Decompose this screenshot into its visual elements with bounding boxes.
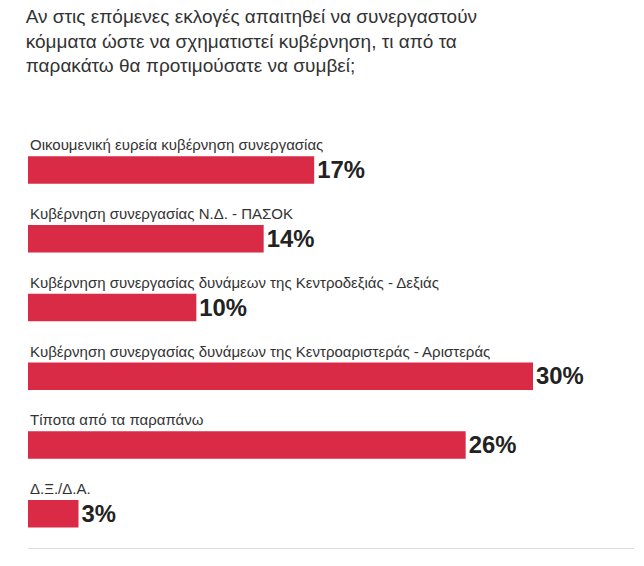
svg-text:Οικουμενική ευρεία κυβέρνηση σ: Οικουμενική ευρεία κυβέρνηση συνεργασίας [30,136,323,153]
svg-text:10%: 10% [199,294,247,321]
svg-text:Τίποτα από τα παραπάνω: Τίποτα από τα παραπάνω [30,411,204,428]
svg-text:14%: 14% [267,225,315,252]
svg-text:3%: 3% [81,500,115,527]
svg-text:Αν στις επόμενες εκλογές απαιτ: Αν στις επόμενες εκλογές απαιτηθεί να συ… [26,6,477,76]
svg-text:Κυβέρνηση συνεργασίας Ν.Δ. - Π: Κυβέρνηση συνεργασίας Ν.Δ. - ΠΑΣΟΚ [30,205,293,222]
svg-text:Κυβέρνηση συνεργασίας δυνάμεων: Κυβέρνηση συνεργασίας δυνάμεων της Κεντρ… [30,274,439,291]
svg-text:30%: 30% [536,362,584,389]
svg-text:26%: 26% [469,431,517,458]
svg-text:17%: 17% [317,156,365,183]
svg-text:Δ.Ξ./Δ.Α.: Δ.Ξ./Δ.Α. [30,480,91,497]
svg-text:Κυβέρνηση συνεργασίας δυνάμεων: Κυβέρνηση συνεργασίας δυνάμεων της Κεντρ… [30,343,490,360]
